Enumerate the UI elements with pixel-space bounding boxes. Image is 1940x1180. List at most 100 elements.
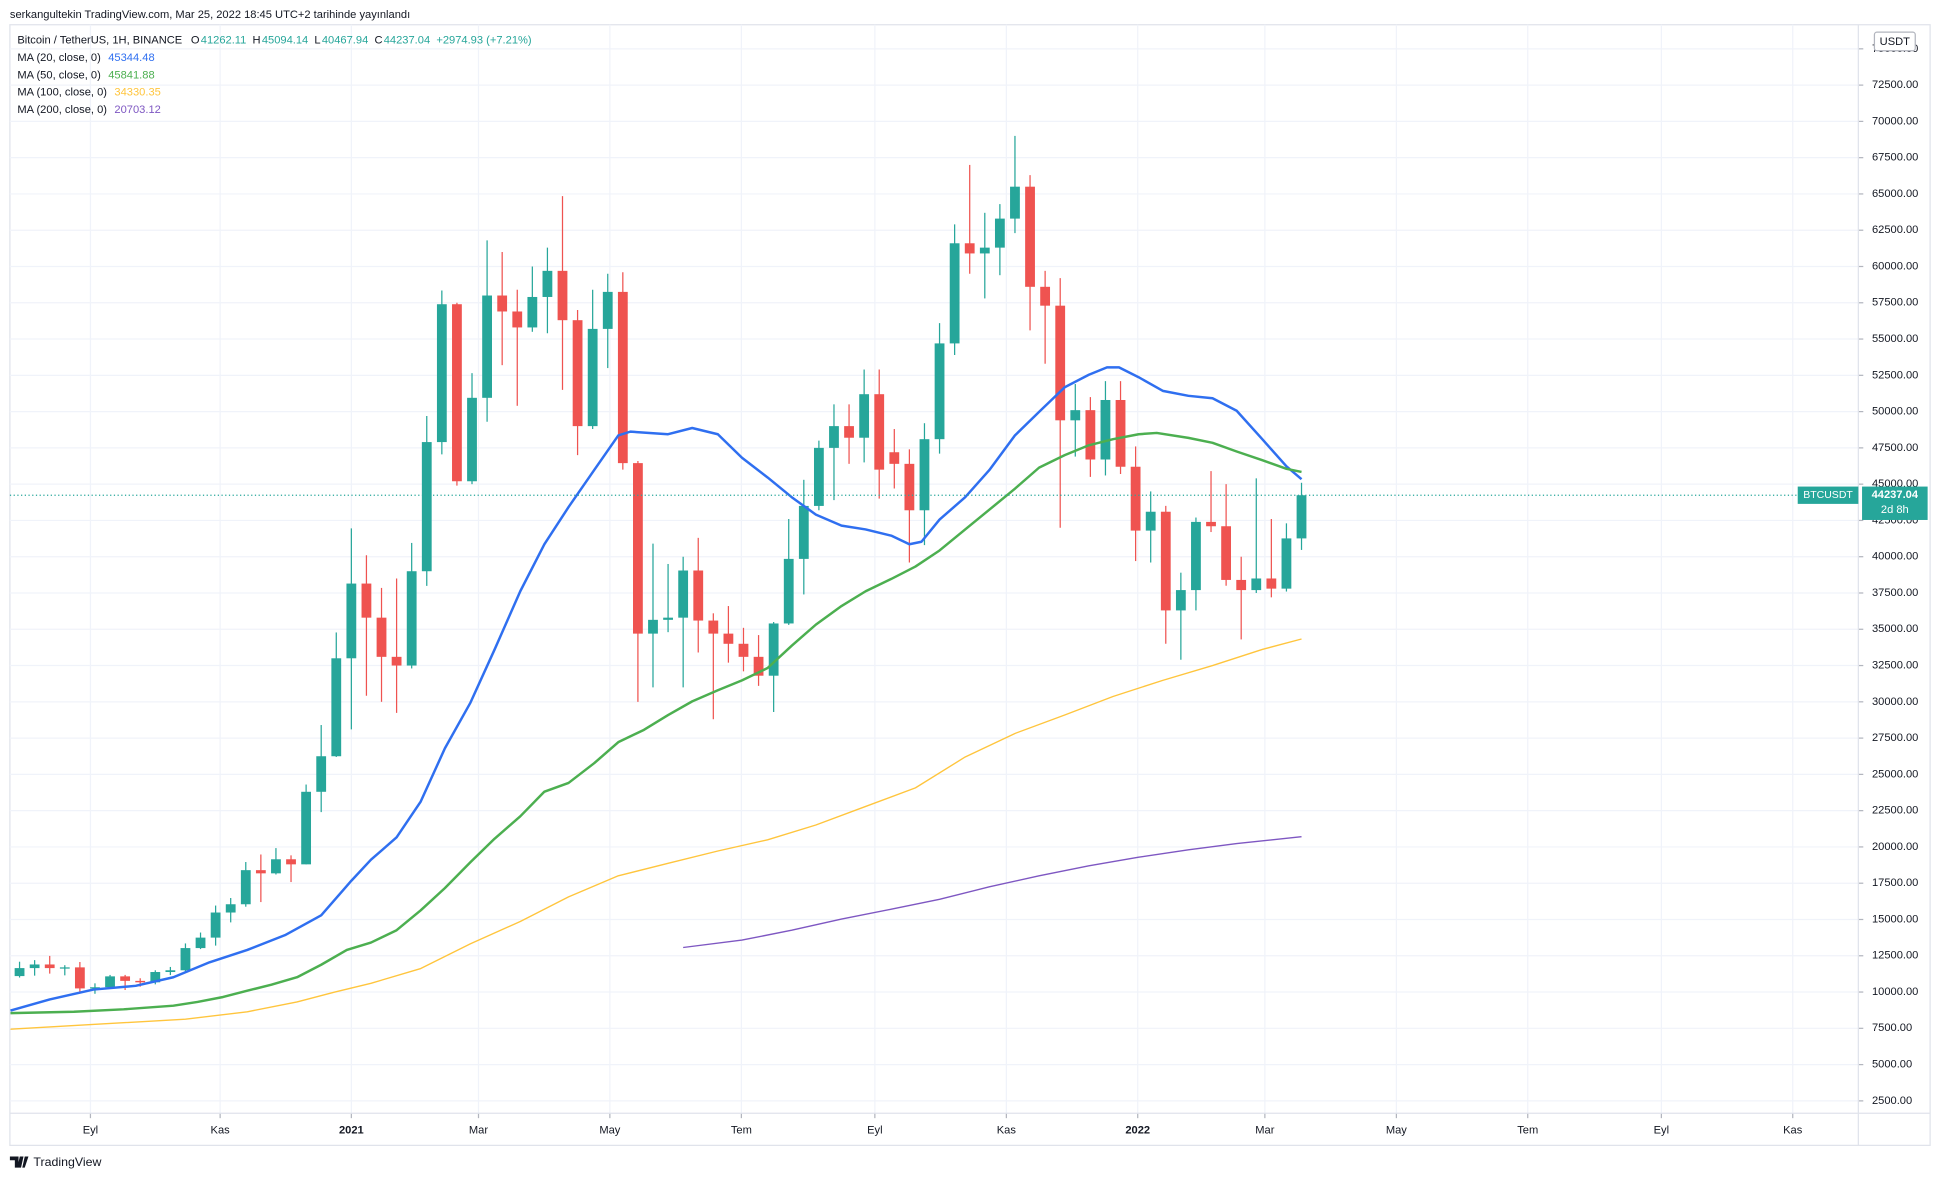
x-tick-label: 2022 [1125, 1124, 1150, 1136]
candle-body [1040, 286, 1051, 306]
candle-body [949, 243, 960, 344]
candle-body [904, 463, 915, 511]
candle-body [361, 583, 372, 618]
candle-body [120, 976, 131, 981]
y-tick-label: 37500.00 [1872, 587, 1918, 599]
candle-body [633, 463, 643, 634]
candle-body [1160, 511, 1171, 611]
legend-entry: MA (20, close, 0) [17, 52, 101, 64]
candle-body [753, 656, 764, 676]
x-tick-label: Mar [469, 1124, 488, 1136]
symbol-tag [1797, 486, 1859, 504]
candle-body [1206, 521, 1216, 527]
legend-value: 20703.12 [114, 104, 160, 116]
candle-body [436, 304, 447, 443]
price-tag-value: 44237.04 [1872, 489, 1919, 501]
y-tick-label: 60000.00 [1872, 260, 1918, 272]
candle-body [165, 970, 176, 973]
candle-body [1115, 399, 1126, 467]
candle-body [1251, 578, 1262, 591]
candle-body [693, 570, 704, 621]
legend: Bitcoin / TetherUS, 1H, BINANCE O 41262.11… [17, 35, 532, 116]
x-tick-label: May [599, 1124, 620, 1136]
y-tick-label: 55000.00 [1872, 333, 1918, 345]
y-tick-label: 32500.00 [1872, 659, 1918, 671]
y-tick-label: 45000.00 [1872, 478, 1918, 490]
candle-body [331, 658, 342, 757]
candle-body [798, 505, 809, 559]
y-tick-label: 20000.00 [1872, 841, 1918, 853]
brand-name: TradingView [33, 1155, 101, 1169]
candle-body [663, 617, 673, 620]
candle-body [74, 967, 85, 989]
y-tick-label: 15000.00 [1872, 913, 1918, 925]
candle-body [542, 270, 553, 297]
candle-body [512, 311, 523, 328]
candle-body [829, 426, 839, 448]
candle-body [195, 937, 206, 949]
ohlc-value: 45094.14 [262, 35, 308, 47]
candle-body [602, 291, 613, 329]
ma-line [10, 638, 1302, 1030]
y-tick-label: 57500.00 [1872, 297, 1918, 309]
ohlc-prefix: L [314, 35, 320, 47]
y-tick-label: 5000.00 [1872, 1059, 1912, 1071]
candle-body [738, 643, 749, 657]
x-tick-label: Kas [211, 1124, 231, 1136]
candle-body [44, 964, 55, 969]
candle-body [1221, 526, 1232, 580]
candle-body [1266, 578, 1277, 589]
candle-body [1130, 466, 1141, 531]
legend-entry: MA (100, close, 0) [17, 87, 107, 99]
chart-frame [9, 24, 1931, 1146]
legend-value: 34330.35 [114, 87, 160, 99]
candle-body [527, 296, 538, 328]
y-tick-label: 7500.00 [1872, 1022, 1912, 1034]
candle-body [135, 980, 146, 983]
candle-body [1010, 186, 1020, 219]
candle-body [29, 964, 40, 969]
candle-body [271, 859, 281, 874]
y-tick-label: 67500.00 [1872, 152, 1918, 164]
published-note: serkangultekin TradingView.com, Mar 25, … [10, 9, 410, 21]
candle-body [889, 452, 900, 464]
candle-body [452, 304, 462, 482]
x-tick-label: Tem [731, 1124, 752, 1136]
candle-body [240, 870, 251, 905]
candle-body [346, 583, 357, 659]
candle-body [813, 447, 824, 506]
candle-body [14, 968, 25, 977]
candle-body [1100, 399, 1111, 460]
candle-body [255, 870, 266, 874]
candle-body [1145, 511, 1156, 531]
candle-body [391, 656, 402, 666]
x-tick-label: Tem [1517, 1124, 1538, 1136]
y-tick-label: 52500.00 [1872, 369, 1918, 381]
candle-body [874, 394, 885, 470]
candle-body [994, 218, 1005, 248]
y-tick-label: 25000.00 [1872, 768, 1918, 780]
axes: 2500.00 5000.00 7500.00 10000.00 12500.00 150… [9, 24, 1931, 1146]
y-tick-label: 42500.00 [1872, 514, 1918, 526]
x-tick-label: Mar [1255, 1124, 1274, 1136]
candle-body [1055, 305, 1066, 421]
candle-body [859, 394, 870, 438]
candle-body [557, 270, 568, 321]
candle-body [482, 295, 492, 398]
legend-value: 45344.48 [108, 52, 154, 64]
ohlc-value: 41262.11 [201, 35, 247, 47]
candle-body [467, 397, 477, 482]
candle-body [934, 343, 945, 440]
ma-line [683, 836, 1302, 949]
brand-logo [9, 1156, 29, 1168]
y-tick-label: 47500.00 [1872, 442, 1918, 454]
x-tick-label: 2021 [339, 1124, 364, 1136]
y-tick-label: 2500.00 [1872, 1095, 1912, 1107]
candle-body [225, 904, 236, 913]
currency-label: USDT [1880, 36, 1910, 48]
candle-body [1191, 521, 1201, 591]
legend-value: 45841.88 [108, 69, 154, 81]
ohlc-prefix: H [253, 35, 261, 47]
